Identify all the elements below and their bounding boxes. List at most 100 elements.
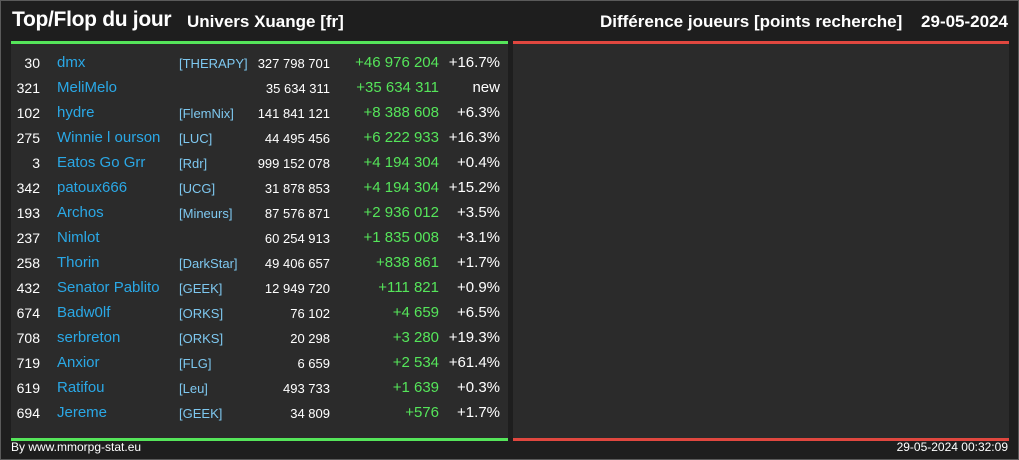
top-list: 30 dmx [THERAPY] 327 798 701 +46 976 204 +16.… — [11, 51, 508, 426]
header-date: 29-05-2024 — [921, 12, 1008, 31]
percent-change: +3.1% — [457, 229, 500, 246]
player-rank: 342 — [16, 180, 40, 196]
table-row: 237 Nimlot 60 254 913 +1 835 008 +3.1% — [11, 226, 508, 251]
points-difference: +838 861 — [376, 254, 439, 271]
table-row: 3 Eatos Go Grr [Rdr] 999 152 078 +4 194 304 +… — [11, 151, 508, 176]
points-difference: +111 821 — [378, 279, 439, 296]
player-rank: 237 — [16, 230, 40, 246]
points-difference: +35 634 311 — [356, 79, 439, 96]
points-difference: +3 280 — [392, 329, 439, 346]
points-difference: +2 534 — [392, 354, 439, 371]
percent-change: +0.4% — [457, 154, 500, 171]
player-name-link[interactable]: serbreton — [57, 329, 121, 346]
table-row: 432 Senator Pablito [GEEK] 12 949 720 +111 8… — [11, 276, 508, 301]
percent-change: +6.5% — [457, 304, 500, 321]
alliance-tag-link[interactable]: [ORKS] — [179, 306, 224, 321]
alliance-tag-link[interactable]: [DarkStar] — [179, 256, 238, 271]
table-row: 102 hydre [FlemNix] 141 841 121 +8 388 608 +6… — [11, 101, 508, 126]
flop-panel — [513, 41, 1009, 441]
player-name-link[interactable]: Badw0lf — [57, 304, 111, 321]
percent-change: +19.3% — [448, 329, 500, 346]
player-rank: 321 — [16, 80, 40, 96]
table-row: 708 serbreton [ORKS] 20 298 +3 280 +19.3% — [11, 326, 508, 351]
alliance-tag-link[interactable]: [FLG] — [179, 356, 212, 371]
percent-change: +1.7% — [457, 254, 500, 271]
alliance-tag-link[interactable]: [GEEK] — [179, 281, 223, 296]
footer-credit[interactable]: By www.mmorpg-stat.eu — [11, 440, 142, 454]
points-difference: +8 388 608 — [363, 104, 440, 121]
player-name-link[interactable]: Anxior — [57, 354, 100, 371]
points-difference: +1 639 — [392, 379, 439, 396]
player-rank: 694 — [16, 405, 40, 421]
player-points: 76 102 — [290, 306, 330, 321]
percent-change: new — [472, 79, 500, 96]
player-points: 34 809 — [290, 406, 330, 421]
table-row: 719 Anxior [FLG] 6 659 +2 534 +61.4% — [11, 351, 508, 376]
metric-label: Différence joueurs [points recherche] — [599, 12, 903, 31]
player-points: 87 576 871 — [264, 206, 330, 221]
alliance-tag-link[interactable]: [Leu] — [179, 381, 208, 396]
table-row: 258 Thorin [DarkStar] 49 406 657 +838 861 +1.… — [11, 251, 508, 276]
alliance-tag-link[interactable]: [Rdr] — [179, 156, 208, 171]
points-difference: +4 659 — [392, 304, 439, 321]
player-rank: 193 — [16, 205, 40, 221]
player-points: 12 949 720 — [264, 281, 330, 296]
alliance-tag-link[interactable]: [Mineurs] — [179, 206, 233, 221]
alliance-tag-link[interactable]: [FlemNix] — [179, 106, 234, 121]
table-row: 30 dmx [THERAPY] 327 798 701 +46 976 204 +16.… — [11, 51, 508, 76]
percent-change: +6.3% — [457, 104, 500, 121]
footer-timestamp: 29-05-2024 00:32:09 — [896, 440, 1008, 454]
player-rank: 432 — [16, 280, 40, 296]
alliance-tag-link[interactable]: [ORKS] — [179, 331, 224, 346]
percent-change: +16.7% — [448, 54, 500, 71]
top-panel: 30 dmx [THERAPY] 327 798 701 +46 976 204 +16.… — [11, 41, 508, 441]
player-rank: 719 — [16, 355, 40, 371]
player-name-link[interactable]: Archos — [57, 204, 104, 221]
player-rank: 30 — [24, 55, 40, 71]
table-row: 619 Ratifou [Leu] 493 733 +1 639 +0.3% — [11, 376, 508, 401]
points-difference: +4 194 304 — [363, 179, 440, 196]
player-name-link[interactable]: patoux666 — [57, 179, 128, 196]
percent-change: +0.3% — [457, 379, 500, 396]
player-rank: 708 — [16, 330, 40, 346]
player-rank: 102 — [16, 105, 40, 121]
player-points: 141 841 121 — [257, 106, 330, 121]
table-row: 674 Badw0lf [ORKS] 76 102 +4 659 +6.5% — [11, 301, 508, 326]
player-rank: 275 — [16, 130, 40, 146]
percent-change: +1.7% — [457, 404, 500, 421]
points-difference: +6 222 933 — [363, 129, 440, 146]
header-right: Différence joueurs [points recherche] 29… — [600, 12, 1008, 32]
player-name-link[interactable]: MeliMelo — [57, 79, 118, 96]
player-name-link[interactable]: Nimlot — [57, 229, 100, 246]
percent-change: +0.9% — [457, 279, 500, 296]
player-points: 60 254 913 — [264, 231, 330, 246]
alliance-tag-link[interactable]: [UCG] — [179, 181, 216, 196]
player-name-link[interactable]: Jereme — [57, 404, 108, 421]
player-name-link[interactable]: Thorin — [57, 254, 100, 271]
player-name-link[interactable]: hydre — [57, 104, 95, 121]
player-name-link[interactable]: Eatos Go Grr — [57, 154, 146, 171]
player-points: 49 406 657 — [264, 256, 330, 271]
player-points: 20 298 — [290, 331, 330, 346]
player-name-link[interactable]: dmx — [57, 54, 86, 71]
player-name-link[interactable]: Winnie l ourson — [57, 129, 161, 146]
header: Top/Flop du jour Univers Xuange [fr] Dif… — [1, 1, 1018, 41]
player-points: 999 152 078 — [257, 156, 330, 171]
table-row: 342 patoux666 [UCG] 31 878 853 +4 194 304 +15… — [11, 176, 508, 201]
player-rank: 674 — [16, 305, 40, 321]
table-row: 321 MeliMelo 35 634 311 +35 634 311 new — [11, 76, 508, 101]
player-rank: 258 — [16, 255, 40, 271]
points-difference: +1 835 008 — [363, 229, 440, 246]
table-row: 694 Jereme [GEEK] 34 809 +576 +1.7% — [11, 401, 508, 426]
universe-subtitle: Univers Xuange [fr] — [187, 12, 344, 31]
points-difference: +46 976 204 — [355, 54, 439, 71]
alliance-tag-link[interactable]: [LUC] — [179, 131, 213, 146]
player-rank: 619 — [16, 380, 40, 396]
player-name-link[interactable]: Ratifou — [57, 379, 105, 396]
player-name-link[interactable]: Senator Pablito — [57, 279, 160, 296]
percent-change: +16.3% — [448, 129, 500, 146]
player-points: 31 878 853 — [264, 181, 330, 196]
alliance-tag-link[interactable]: [GEEK] — [179, 406, 223, 421]
alliance-tag-link[interactable]: [THERAPY] — [179, 56, 248, 71]
